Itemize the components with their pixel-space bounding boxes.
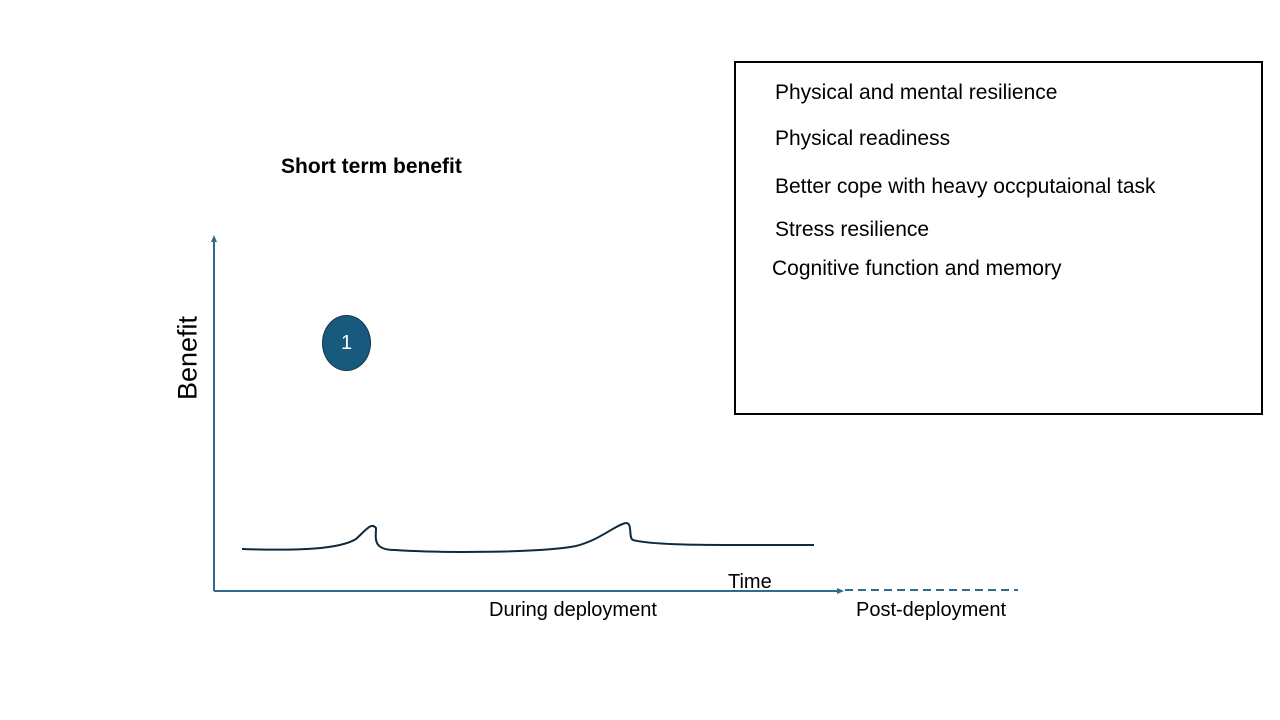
step-number-badge: 1	[322, 315, 371, 371]
benefit-curve	[241, 521, 815, 553]
phase-label-post-deployment: Post-deployment	[856, 599, 1007, 621]
step-number: 1	[340, 331, 353, 354]
chart-title: Short term benefit	[281, 155, 462, 178]
benefit-item: Cognitive function and memory	[772, 257, 1062, 280]
x-axis-label: Time	[728, 571, 772, 593]
benefit-item: Physical and mental resilience	[775, 81, 1058, 104]
benefit-item: Better cope with heavy occputaional task	[775, 175, 1156, 198]
benefit-item: Stress resilience	[775, 218, 930, 241]
benefits-list-box	[734, 61, 1263, 415]
y-axis-label: Benefit	[172, 315, 203, 401]
benefit-item: Physical readiness	[775, 127, 951, 150]
phase-label-during-deployment: During deployment	[489, 599, 657, 621]
